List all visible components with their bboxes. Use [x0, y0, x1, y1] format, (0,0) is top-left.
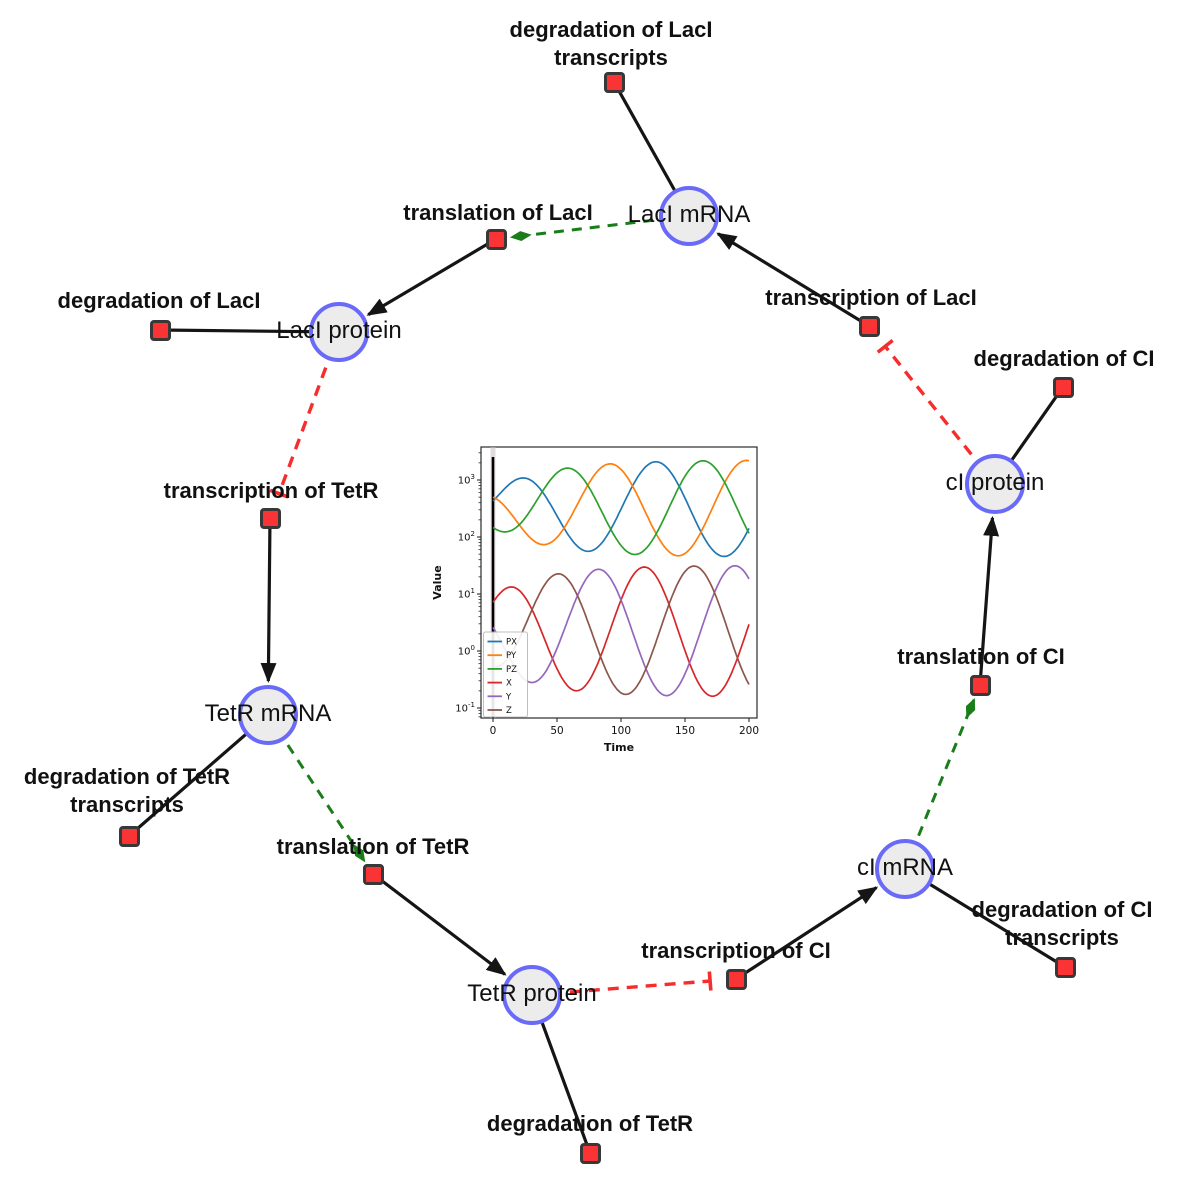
legend-label-PY: PY: [506, 651, 517, 661]
edge-production-txn-ci-ci-mrna: [735, 886, 879, 981]
species-node-laci-mrna[interactable]: [659, 186, 719, 246]
legend-label-PX: PX: [506, 638, 517, 648]
edge-production-transl-laci-laci-protein: [366, 237, 497, 317]
species-node-ci-mrna[interactable]: [875, 839, 935, 899]
edge-modifier-ci-mrna-transl-ci: [903, 697, 976, 870]
inset-simulation-chart: 0 50 100 150 200 103 102 101 100 10-1 Time Value PX P…: [425, 436, 770, 758]
chart-series: [492, 459, 750, 698]
reaction-node-txn-tetr[interactable]: [259, 507, 281, 529]
svg-text:150: 150: [675, 725, 695, 737]
reaction-node-deg-laci[interactable]: [149, 319, 171, 341]
reaction-node-txn-ci[interactable]: [725, 968, 747, 990]
species-node-laci-protein[interactable]: [309, 302, 369, 362]
reaction-node-deg-laci-tx[interactable]: [603, 71, 625, 93]
species-node-tetr-mrna[interactable]: [238, 685, 298, 745]
edge-production-transl-tetr-tetr-protein: [372, 872, 507, 976]
chart-ylabel: Value: [431, 565, 444, 599]
edge-production-txn-tetr-tetr-mrna: [260, 517, 277, 684]
species-node-tetr-protein[interactable]: [502, 965, 562, 1025]
svg-text:102: 102: [458, 530, 475, 544]
chart-axes-box: [480, 446, 758, 719]
species-node-ci-protein[interactable]: [965, 454, 1025, 514]
chart-legend: PX PY PZ XYZ: [483, 631, 528, 718]
legend-label-X: X: [506, 679, 512, 689]
svg-text:103: 103: [458, 473, 475, 487]
reaction-node-transl-ci[interactable]: [969, 674, 991, 696]
svg-text:100: 100: [458, 644, 475, 658]
chart-xlabel: Time: [604, 741, 634, 754]
svg-text:10-1: 10-1: [455, 701, 475, 715]
reaction-node-deg-ci[interactable]: [1052, 376, 1074, 398]
legend-label-Z: Z: [506, 706, 512, 716]
inhibition-tbar-ci-protein: [876, 338, 894, 354]
edge-production-txn-laci-laci-mrna: [716, 232, 870, 328]
edge-consumption-ci-mrna-deg-ci-tx: [904, 867, 1066, 969]
reaction-node-transl-laci[interactable]: [485, 228, 507, 250]
reaction-node-deg-tetr[interactable]: [579, 1142, 601, 1164]
svg-text:200: 200: [739, 725, 759, 737]
series-line-X: [492, 566, 750, 698]
svg-text:50: 50: [550, 725, 563, 737]
series-line-PY: [492, 459, 750, 557]
legend-label-PZ: PZ: [506, 665, 517, 675]
edge-modifier-laci-mrna-transl-laci: [509, 214, 690, 242]
edge-production-transl-ci-ci-protein: [978, 515, 1000, 686]
reaction-node-deg-tetr-tx[interactable]: [118, 825, 140, 847]
reaction-node-deg-ci-tx[interactable]: [1054, 956, 1076, 978]
series-line-Y: [492, 564, 750, 697]
svg-text:0: 0: [490, 725, 497, 737]
chart-svg: 0 50 100 150 20010310210110010-1TimeValuePXP…: [431, 446, 759, 754]
series-line-PZ: [492, 459, 750, 556]
legend-label-Y: Y: [505, 692, 512, 702]
inhibition-tbar-tetr-protein: [707, 971, 713, 991]
svg-text:101: 101: [458, 587, 475, 601]
reaction-node-txn-laci[interactable]: [858, 315, 880, 337]
y-ticks: 103 102 101 100 10-1: [455, 452, 481, 718]
series-line-PX: [492, 460, 750, 558]
inhibition-tbar-laci-protein: [269, 488, 289, 499]
reaction-node-transl-tetr[interactable]: [362, 863, 384, 885]
svg-text:100: 100: [611, 725, 631, 737]
edge-modifier-tetr-mrna-transl-tetr: [266, 714, 366, 863]
x-ticks: 0 50 100 150 200: [490, 718, 759, 737]
series-line-Z: [492, 565, 750, 696]
